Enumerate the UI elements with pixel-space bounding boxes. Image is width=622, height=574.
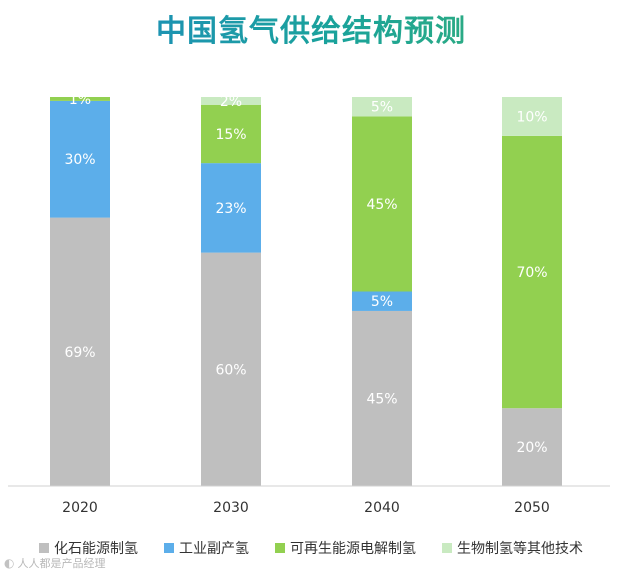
bar-segment bbox=[201, 97, 261, 105]
x-tick-label: 2020 bbox=[62, 500, 98, 516]
bar-segment bbox=[352, 291, 412, 311]
bar-segment bbox=[201, 252, 261, 486]
x-tick-labels: 2020 2030 2040 2050 bbox=[62, 500, 550, 516]
data-label: 5% bbox=[371, 100, 393, 116]
legend-label: 生物制氢等其他技术 bbox=[457, 541, 583, 557]
legend-item: 生物制氢等其他技术 bbox=[442, 538, 583, 558]
x-tick-label: 2050 bbox=[514, 500, 550, 516]
legend-label: 化石能源制氢 bbox=[54, 541, 138, 557]
bar-segment bbox=[352, 116, 412, 292]
legend-swatch bbox=[164, 543, 174, 553]
data-label: 15% bbox=[215, 127, 246, 143]
bar-segment bbox=[352, 310, 412, 486]
bar-segment bbox=[352, 97, 412, 117]
bar-segment bbox=[50, 100, 110, 218]
data-label: 23% bbox=[215, 201, 246, 217]
data-label: 69% bbox=[64, 345, 95, 361]
bar-segment bbox=[50, 217, 110, 486]
x-tick-label: 2040 bbox=[364, 500, 400, 516]
data-label: 2% bbox=[220, 94, 242, 110]
bar-segment bbox=[201, 104, 261, 164]
watermark-logo-icon: ◐ bbox=[4, 556, 15, 570]
legend-swatch bbox=[442, 543, 452, 553]
data-label: 10% bbox=[516, 109, 547, 125]
legend-swatch bbox=[275, 543, 285, 553]
legend-swatch bbox=[39, 543, 49, 553]
legend: 化石能源制氢 工业副产氢 可再生能源电解制氢 生物制氢等其他技术 bbox=[0, 538, 622, 558]
bar-segment bbox=[502, 408, 562, 486]
watermark: ◐ 人人都是产品经理 bbox=[4, 555, 105, 571]
legend-label: 可再生能源电解制氢 bbox=[290, 541, 416, 557]
bar-segment bbox=[502, 97, 562, 136]
data-labels-layer: 69% 30% 1% 60% 23% 15% 2% 45% 5% 45% 5% 20% 70% 10% bbox=[64, 92, 547, 456]
bar-segment bbox=[50, 97, 110, 101]
data-label: 20% bbox=[516, 440, 547, 456]
chart-title: 中国氢气供给结构预测 bbox=[0, 6, 622, 50]
legend-item: 可再生能源电解制氢 bbox=[275, 538, 416, 558]
x-tick-label: 2030 bbox=[213, 500, 249, 516]
data-label: 5% bbox=[371, 294, 393, 310]
legend-item: 化石能源制氢 bbox=[39, 538, 138, 558]
legend-label: 工业副产氢 bbox=[179, 541, 249, 557]
data-label: 30% bbox=[64, 152, 95, 168]
legend-item: 工业副产氢 bbox=[164, 538, 249, 558]
bar-segment bbox=[201, 163, 261, 253]
data-label: 45% bbox=[366, 197, 397, 213]
data-label: 45% bbox=[366, 391, 397, 407]
data-label: 60% bbox=[215, 362, 246, 378]
data-label: 70% bbox=[516, 265, 547, 281]
data-label: 1% bbox=[69, 92, 91, 108]
watermark-text: 人人都是产品经理 bbox=[17, 557, 106, 570]
bars-layer bbox=[50, 97, 562, 486]
bar-segment bbox=[502, 135, 562, 409]
